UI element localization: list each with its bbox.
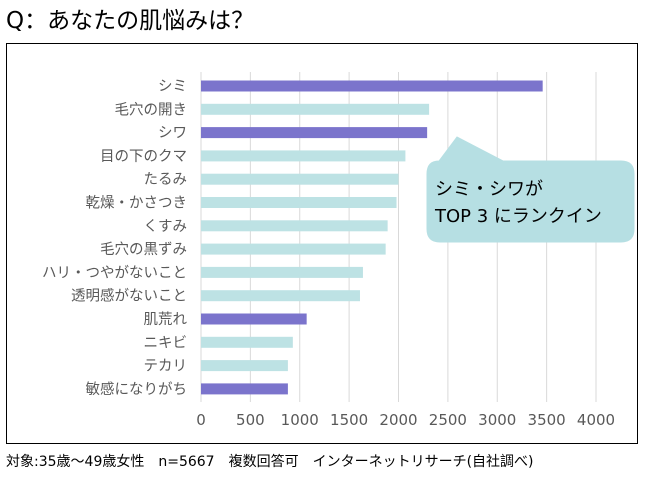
bar bbox=[201, 383, 288, 395]
category-label: 毛穴の黒ずみ bbox=[100, 241, 187, 258]
x-tick-label: 1500 bbox=[330, 411, 368, 429]
category-label: ニキビ bbox=[144, 334, 188, 351]
category-label: シワ bbox=[158, 126, 187, 142]
category-label: たるみ bbox=[144, 171, 188, 188]
bar bbox=[201, 220, 388, 232]
callout-line-1: シミ・シワが bbox=[435, 179, 543, 200]
page-title: Q：あなたの肌悩みは？ bbox=[6, 8, 255, 34]
bar bbox=[201, 336, 293, 348]
bars bbox=[201, 80, 543, 395]
category-label: 毛穴の開き bbox=[115, 101, 188, 118]
x-tick-label: 500 bbox=[236, 411, 265, 429]
x-tick-label: 2000 bbox=[379, 411, 417, 429]
bar bbox=[201, 243, 386, 255]
bar bbox=[201, 313, 307, 325]
category-label: 肌荒れ bbox=[144, 311, 188, 328]
callout-line-2: TOP 3 にランクイン bbox=[434, 206, 602, 227]
bar bbox=[201, 127, 428, 139]
category-label: くすみ bbox=[144, 218, 188, 235]
x-tick-label: 3000 bbox=[478, 411, 516, 429]
bar-chart: シミ毛穴の開きシワ目の下のクマたるみ乾燥・かさつきくすみ毛穴の黒ずみハリ・つやが… bbox=[42, 72, 635, 429]
x-tick-label: 2500 bbox=[429, 411, 467, 429]
callout-shape bbox=[426, 136, 635, 243]
footnote: 対象:35歳～49歳女性 n=5667 複数回答可 インターネットリサーチ(自社… bbox=[6, 454, 534, 470]
category-labels: シミ毛穴の開きシワ目の下のクマたるみ乾燥・かさつきくすみ毛穴の黒ずみハリ・つやが… bbox=[42, 79, 187, 398]
bar bbox=[201, 197, 397, 208]
category-label: 透明感がないこと bbox=[71, 288, 187, 305]
category-label: シミ bbox=[158, 79, 187, 95]
bar bbox=[201, 360, 288, 372]
bar bbox=[201, 150, 406, 162]
category-label: 敏感になりがち bbox=[86, 381, 188, 398]
callout-bubble: シミ・シワが TOP 3 にランクイン bbox=[426, 136, 635, 243]
category-label: テカリ bbox=[144, 359, 188, 375]
bar bbox=[201, 80, 543, 92]
category-label: 目の下のクマ bbox=[100, 148, 187, 165]
x-tick-label: 4000 bbox=[577, 411, 615, 429]
x-tick-label: 0 bbox=[196, 411, 206, 429]
bar bbox=[201, 173, 399, 185]
category-label: ハリ・つやがないこと bbox=[42, 264, 187, 281]
x-tick-label: 1000 bbox=[281, 411, 319, 429]
x-tick-labels: 0 500 1000 1500 2000 2500 3000 3500 4000 bbox=[196, 411, 615, 429]
bar bbox=[201, 266, 363, 278]
chart-frame: シミ毛穴の開きシワ目の下のクマたるみ乾燥・かさつきくすみ毛穴の黒ずみハリ・つやが… bbox=[6, 43, 638, 444]
bar bbox=[201, 103, 430, 115]
x-tick-label: 3500 bbox=[528, 411, 566, 429]
bar bbox=[201, 290, 360, 302]
category-label: 乾燥・かさつき bbox=[86, 195, 188, 212]
